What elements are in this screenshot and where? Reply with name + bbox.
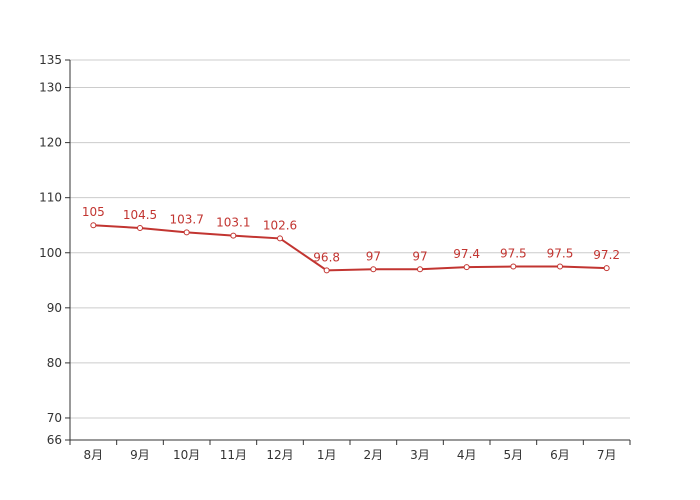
- x-tick-label: 4月: [457, 448, 477, 462]
- y-tick-label: 130: [39, 81, 62, 95]
- y-axis-ticks: 66 70 80 90 100 110 120 130 135: [39, 53, 70, 447]
- data-label: 105: [82, 205, 105, 219]
- data-point: [557, 263, 563, 270]
- data-label: 103.7: [169, 212, 203, 226]
- x-tick-label: 6月: [550, 448, 570, 462]
- data-point: [370, 266, 377, 273]
- data-label: 97.2: [593, 248, 620, 262]
- data-point: [183, 229, 190, 236]
- series: [93, 224, 607, 272]
- data-point: [90, 222, 97, 229]
- x-tick-label: 1月: [317, 448, 337, 462]
- x-tick-label: 8月: [84, 448, 104, 462]
- y-tick-label: 70: [47, 411, 62, 425]
- data-label: 104.5: [123, 208, 157, 222]
- x-tick-label: 12月: [266, 448, 293, 462]
- y-tick-label: 80: [47, 356, 62, 370]
- data-point: [137, 224, 143, 231]
- y-tick-label: 135: [39, 53, 62, 67]
- data-label: 97.5: [547, 247, 574, 261]
- data-point: [277, 235, 283, 242]
- x-tick-label: 10月: [173, 448, 200, 462]
- data-label: 97: [412, 249, 427, 263]
- data-label: 97.4: [453, 247, 480, 261]
- y-tick-label: 120: [39, 136, 62, 150]
- data-label: 97: [366, 249, 381, 263]
- x-tick-label: 7月: [597, 448, 617, 462]
- data-label: 96.8: [313, 250, 340, 264]
- x-tick-label: 2月: [364, 448, 384, 462]
- data-points: [90, 222, 610, 274]
- x-tick-label: 3月: [410, 448, 430, 462]
- data-point: [603, 265, 610, 272]
- data-labels: 105 104.5 103.7 103.1 102.6 96.8 97 97 97.4 97.5 9…: [82, 205, 620, 264]
- y-tick-label: 66: [47, 433, 62, 447]
- grid-lines: [70, 59, 630, 419]
- y-tick-label: 90: [47, 301, 62, 315]
- data-point: [510, 263, 517, 270]
- data-point: [463, 264, 470, 271]
- data-label: 103.1: [216, 216, 250, 230]
- y-tick-label: 100: [39, 246, 62, 260]
- data-point: [230, 232, 237, 239]
- x-axis-ticks: 8月 9月 10月 11月 12月 1月 2月 3月 4月 5月 6月 7月: [69, 440, 631, 462]
- series-line: [93, 224, 607, 272]
- y-tick-label: 110: [39, 191, 62, 205]
- x-tick-label: 11月: [220, 448, 247, 462]
- x-tick-label: 5月: [504, 448, 524, 462]
- data-point: [323, 267, 330, 274]
- data-label: 97.5: [500, 247, 527, 261]
- x-tick-label: 9月: [130, 448, 150, 462]
- data-point: [417, 266, 423, 273]
- data-label: 102.6: [263, 218, 297, 232]
